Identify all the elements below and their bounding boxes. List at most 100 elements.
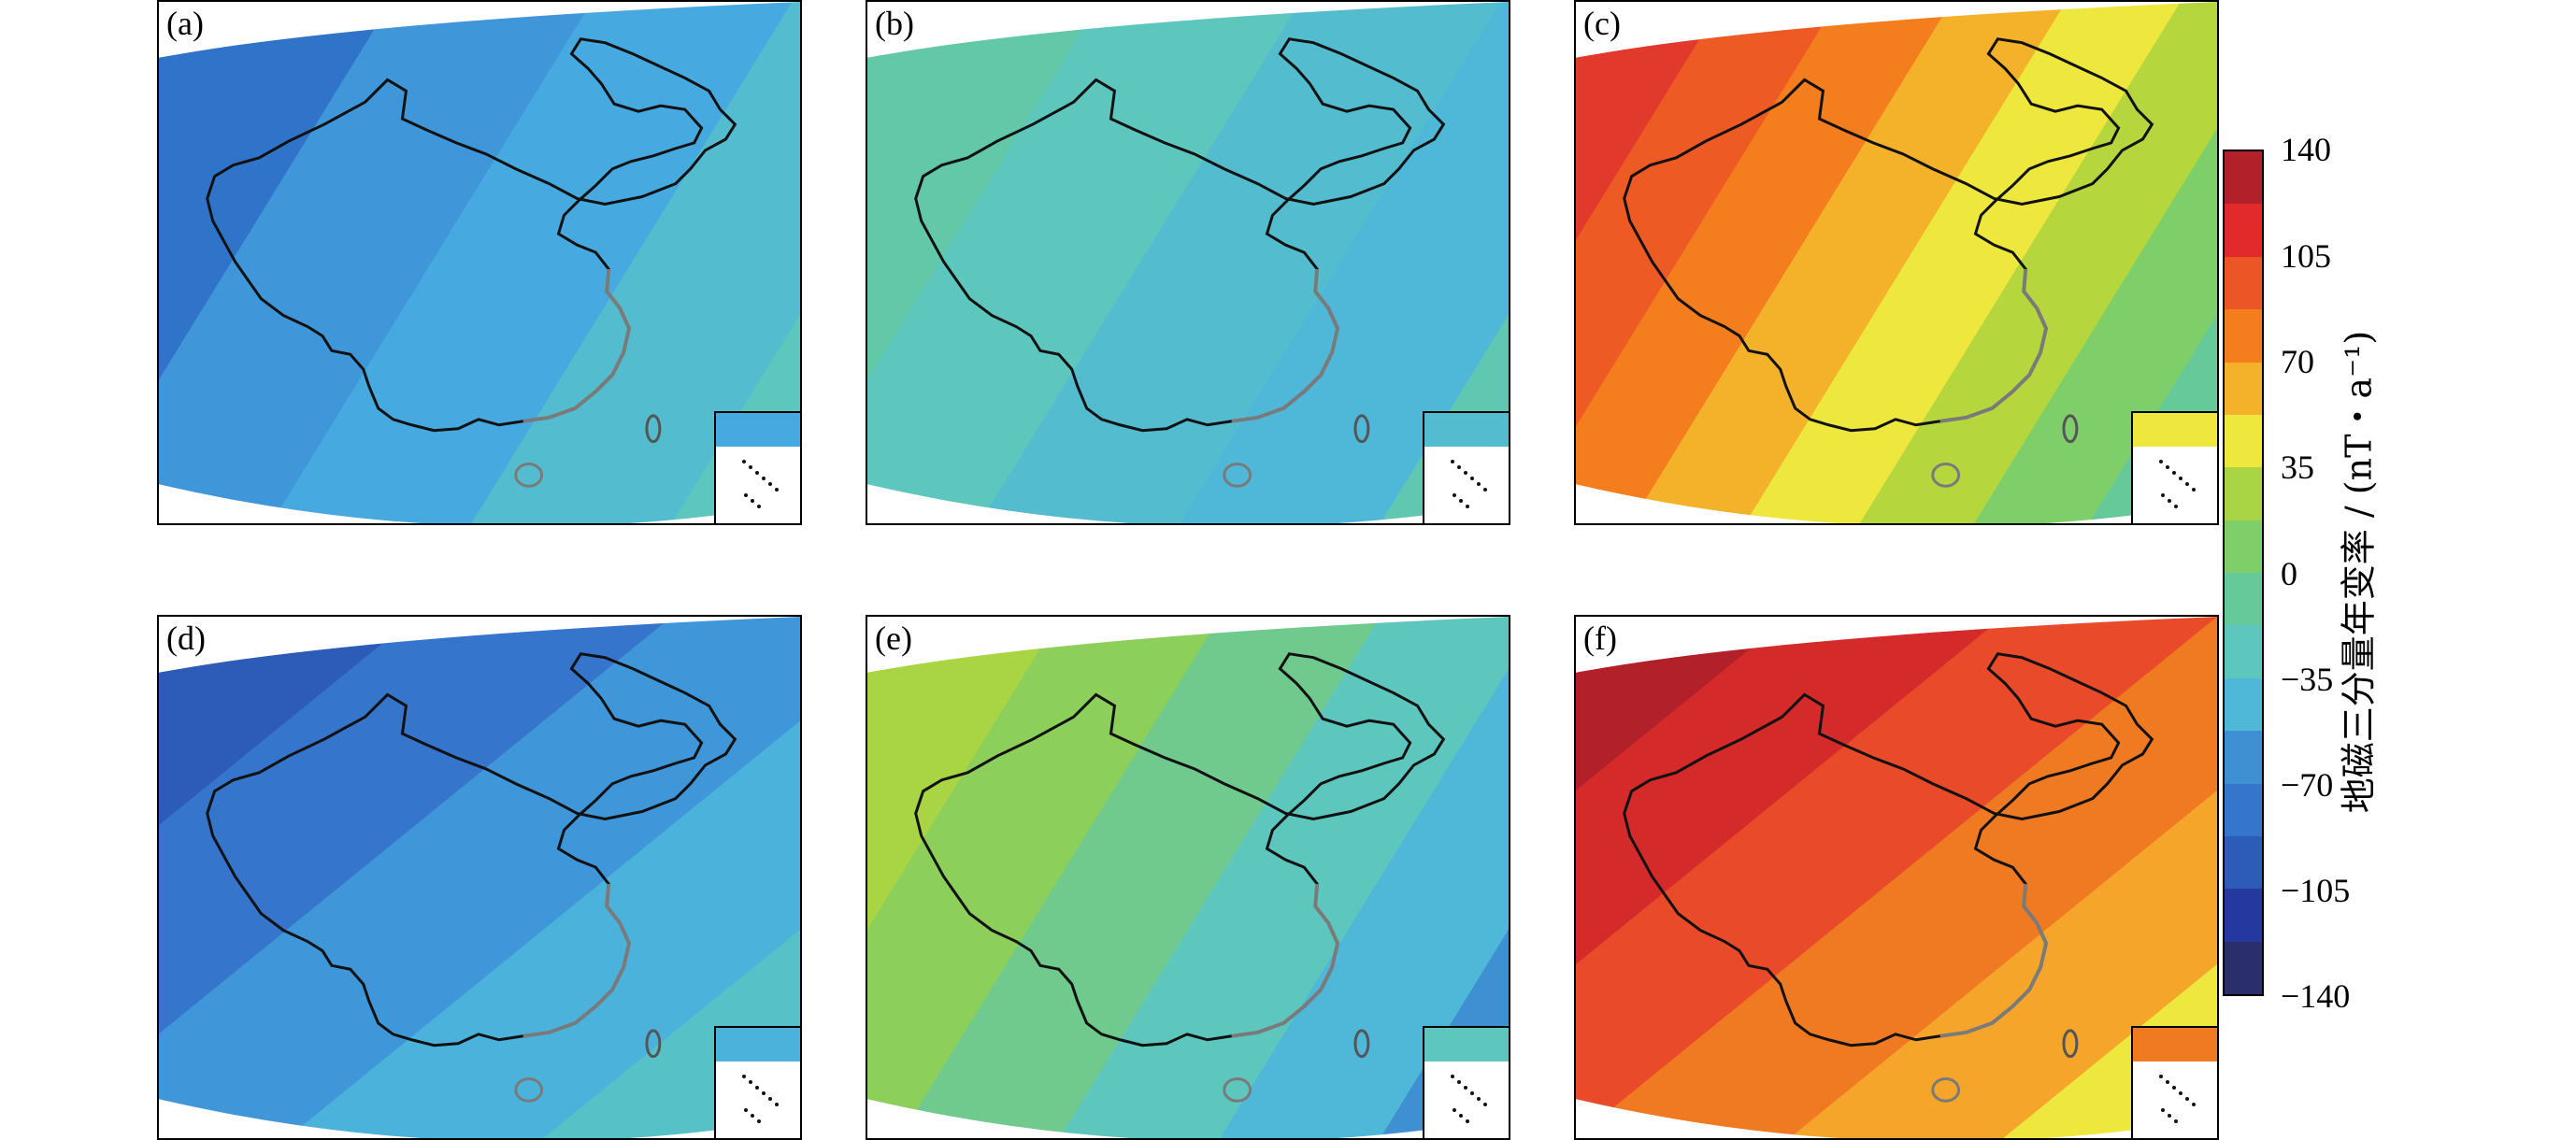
colorbar-segment (2225, 835, 2262, 890)
inset-island (744, 1108, 748, 1112)
projection-mask (159, 484, 800, 523)
inset-field (2133, 1028, 2217, 1062)
colorbar-segment (2225, 573, 2262, 626)
inset-island (744, 493, 748, 497)
panel-label: (e) (875, 620, 912, 657)
inset-island (2161, 493, 2165, 497)
inset-island (1451, 1075, 1454, 1078)
colorbar-segment (2225, 256, 2262, 310)
inset-island (1457, 465, 1461, 469)
inset-island (2168, 499, 2171, 503)
taiwan-island (2062, 1029, 2079, 1059)
inset-island (1477, 1097, 1481, 1101)
colorbar-segment (2225, 625, 2262, 678)
south-china-sea-inset (2131, 1026, 2217, 1138)
south-china-sea-inset (1423, 411, 1509, 523)
inset-field (1424, 1028, 1509, 1062)
inset-island (768, 1097, 772, 1101)
colorbar-segment (2225, 731, 2262, 784)
inset-island (2159, 1075, 2163, 1078)
taiwan-island (1353, 1029, 1370, 1059)
projection-mask (867, 617, 1509, 673)
inset-island (1459, 499, 1463, 503)
inset-island (762, 477, 766, 480)
country-outline (1623, 37, 2154, 433)
coastline (1939, 883, 2049, 1038)
inset-island (2179, 1091, 2182, 1095)
panel-label: (c) (1583, 5, 1621, 42)
panel-label: (d) (166, 620, 206, 657)
colorbar-segment (2225, 677, 2262, 732)
colorbar-segment (2225, 204, 2262, 257)
field-color-area (159, 617, 800, 1138)
inset-island (2161, 1108, 2165, 1112)
country-outline (206, 37, 737, 433)
colorbar-segment (2225, 783, 2262, 836)
inset-island (757, 505, 761, 508)
colorbar-tick: 0 (2281, 555, 2297, 592)
colorbar-tick: 70 (2281, 343, 2314, 380)
inset-island (742, 1075, 746, 1078)
colorbar-segment (2225, 151, 2262, 205)
colorbar-tick: 105 (2281, 237, 2331, 275)
inset-island (2174, 1119, 2178, 1123)
inset-island (755, 471, 759, 475)
hainan-island (1931, 462, 1961, 488)
inset-island (1483, 1103, 1487, 1106)
hainan-island (514, 1076, 544, 1103)
inset-island (1451, 460, 1454, 463)
inset-island (749, 465, 752, 469)
projection-mask (159, 1099, 800, 1138)
inset-island (2166, 1080, 2169, 1084)
inset-island (2192, 488, 2196, 492)
hainan-island (1223, 462, 1252, 488)
taiwan-island (645, 414, 662, 444)
inset-island (1470, 477, 1474, 480)
map-panel-a: (a) (157, 0, 802, 525)
projection-mask (159, 617, 800, 673)
south-china-sea-inset (714, 1026, 800, 1138)
country-outline (914, 652, 1446, 1047)
inset-field (716, 413, 800, 447)
field-color-area (867, 617, 1509, 1138)
inset-island (751, 499, 754, 503)
map-panel-b: (b) (866, 0, 1510, 525)
colorbar-tick: −140 (2281, 977, 2351, 1015)
taiwan-island (2062, 414, 2079, 444)
projection-mask (159, 2, 800, 58)
inset-island (2174, 505, 2178, 508)
colorbar (2223, 150, 2264, 996)
inset-island (2185, 482, 2189, 486)
inset-island (1457, 1080, 1461, 1084)
inset-island (1477, 482, 1481, 486)
country-outline (1623, 652, 2154, 1047)
colorbar-segment (2225, 309, 2262, 363)
inset-island (1459, 1114, 1463, 1118)
map-panel-f: (f) (1574, 615, 2219, 1140)
colorbar-segment (2225, 414, 2262, 468)
taiwan-island (1353, 414, 1370, 444)
map-field-f (1576, 617, 2217, 1138)
projection-mask (867, 484, 1509, 523)
inset-island (1453, 1108, 1456, 1112)
field-color-area (1576, 2, 2217, 523)
inset-island (1483, 488, 1487, 492)
inset-island (2192, 1103, 2196, 1106)
colorbar-segment (2225, 941, 2262, 994)
field-color-area (867, 2, 1509, 523)
coastline (522, 883, 632, 1038)
inset-island (757, 1119, 761, 1123)
colorbar-tick: −35 (2281, 661, 2334, 698)
inset-island (2166, 465, 2169, 469)
colorbar-tick: 35 (2281, 449, 2314, 486)
panel-label: (b) (875, 5, 914, 42)
coastline (1231, 883, 1340, 1038)
inset-island (775, 488, 779, 492)
colorbar-tick: 140 (2281, 131, 2331, 168)
projection-mask (1576, 1099, 2217, 1138)
inset-island (749, 1080, 752, 1084)
inset-island (768, 482, 772, 486)
map-panel-e: (e) (866, 615, 1510, 1140)
map-field-a (159, 2, 800, 523)
inset-island (2179, 477, 2182, 480)
